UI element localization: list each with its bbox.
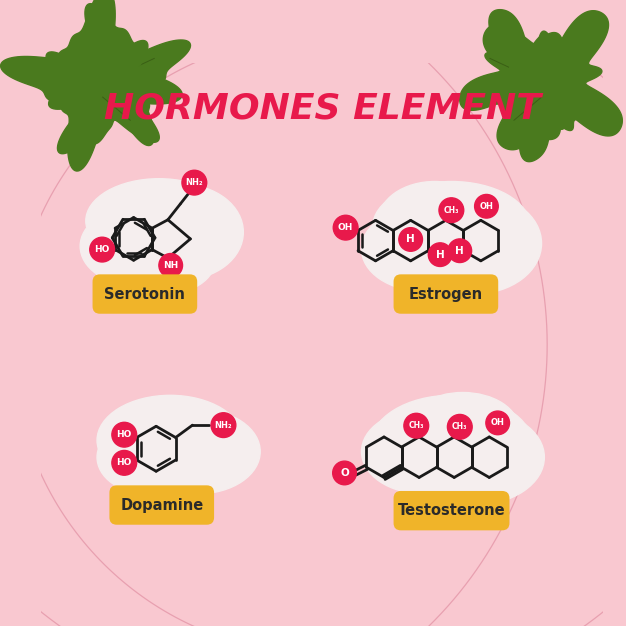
Text: H: H xyxy=(436,250,444,260)
Ellipse shape xyxy=(136,409,260,494)
Circle shape xyxy=(448,239,471,262)
Text: NH₂: NH₂ xyxy=(185,178,203,187)
FancyBboxPatch shape xyxy=(110,485,214,525)
Circle shape xyxy=(182,170,207,195)
Circle shape xyxy=(112,451,136,475)
Polygon shape xyxy=(483,11,622,150)
Ellipse shape xyxy=(372,182,530,272)
Polygon shape xyxy=(459,9,590,140)
Text: CH₃: CH₃ xyxy=(452,423,468,431)
Ellipse shape xyxy=(404,409,545,505)
Circle shape xyxy=(333,215,358,240)
Ellipse shape xyxy=(378,182,491,260)
Text: NH: NH xyxy=(163,261,178,270)
Circle shape xyxy=(112,423,136,447)
Text: HO: HO xyxy=(116,430,132,439)
Text: OH: OH xyxy=(480,202,493,211)
Circle shape xyxy=(486,411,510,434)
Text: H: H xyxy=(456,246,464,255)
Text: HO: HO xyxy=(116,458,132,468)
Circle shape xyxy=(211,413,236,438)
Text: OH: OH xyxy=(338,223,353,232)
Text: Testosterone: Testosterone xyxy=(398,503,505,518)
Ellipse shape xyxy=(97,421,198,494)
Text: NH₂: NH₂ xyxy=(215,421,232,429)
Text: Serotonin: Serotonin xyxy=(105,287,185,302)
Text: HORMONES ELEMENT: HORMONES ELEMENT xyxy=(104,91,540,125)
Ellipse shape xyxy=(406,393,519,466)
Text: HO: HO xyxy=(95,245,110,254)
Polygon shape xyxy=(49,4,190,145)
Ellipse shape xyxy=(120,184,244,280)
Circle shape xyxy=(404,413,429,438)
Text: Estrogen: Estrogen xyxy=(409,287,483,302)
Ellipse shape xyxy=(114,227,215,294)
Text: CH₃: CH₃ xyxy=(444,206,459,215)
Ellipse shape xyxy=(361,207,485,291)
Ellipse shape xyxy=(80,207,193,285)
Circle shape xyxy=(399,228,423,251)
Ellipse shape xyxy=(97,395,244,485)
Text: Dopamine: Dopamine xyxy=(120,498,203,513)
Text: H: H xyxy=(406,235,415,245)
Circle shape xyxy=(90,237,115,262)
Circle shape xyxy=(448,414,472,439)
Polygon shape xyxy=(477,33,606,162)
Polygon shape xyxy=(46,41,159,154)
Circle shape xyxy=(332,461,356,485)
Text: OH: OH xyxy=(491,418,505,428)
Ellipse shape xyxy=(361,409,485,494)
Circle shape xyxy=(428,243,452,267)
Circle shape xyxy=(439,198,464,223)
Text: CH₃: CH₃ xyxy=(409,421,424,430)
Ellipse shape xyxy=(370,395,533,496)
Text: O: O xyxy=(340,468,349,478)
FancyBboxPatch shape xyxy=(394,491,510,530)
Ellipse shape xyxy=(86,178,232,263)
Ellipse shape xyxy=(406,193,541,294)
Circle shape xyxy=(159,254,183,277)
Circle shape xyxy=(475,195,498,218)
Polygon shape xyxy=(1,0,182,171)
FancyBboxPatch shape xyxy=(93,274,197,314)
FancyBboxPatch shape xyxy=(394,274,498,314)
